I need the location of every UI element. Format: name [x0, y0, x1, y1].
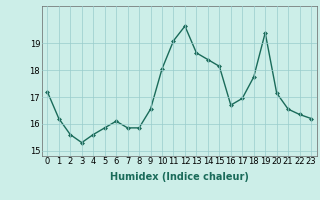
X-axis label: Humidex (Indice chaleur): Humidex (Indice chaleur) [110, 172, 249, 182]
